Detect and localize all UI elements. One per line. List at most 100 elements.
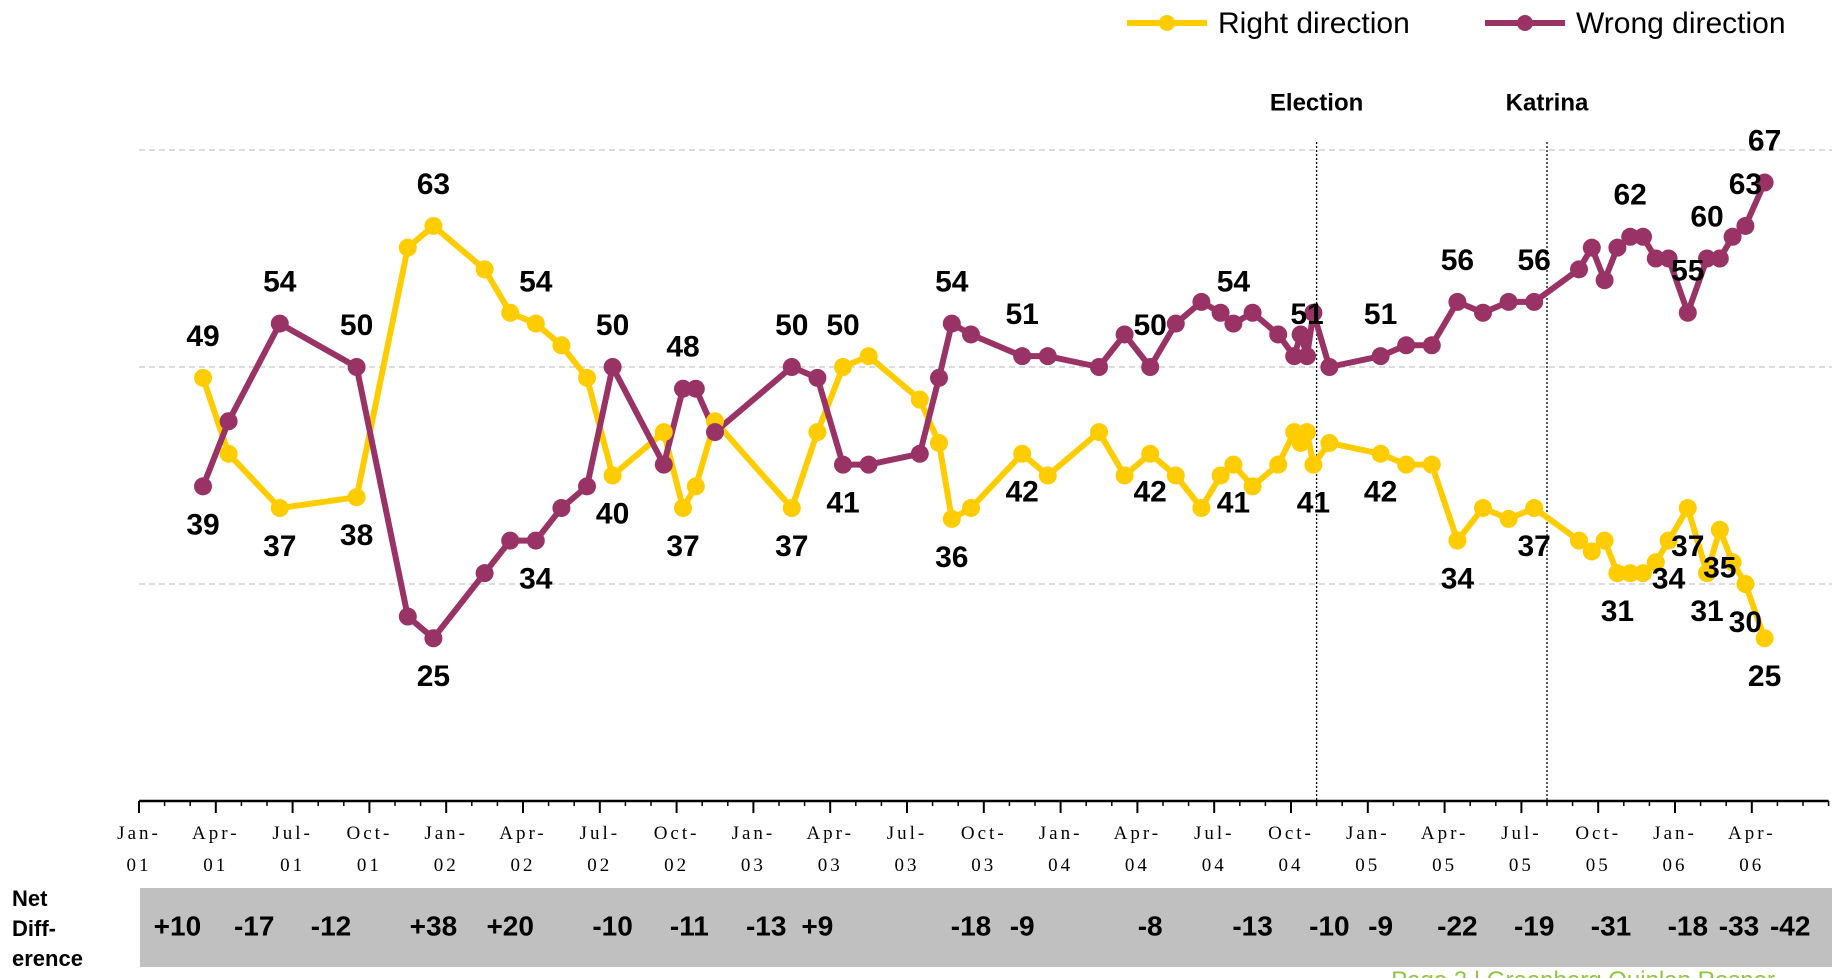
point	[1755, 629, 1774, 648]
point	[398, 238, 417, 257]
point	[398, 607, 417, 626]
point	[1038, 466, 1057, 485]
point	[1621, 564, 1640, 583]
net-value: -42	[1770, 910, 1810, 941]
point	[1371, 347, 1390, 366]
point	[1397, 336, 1416, 355]
net-title: Diff-	[12, 916, 56, 941]
data-label: 51	[1006, 298, 1039, 331]
point	[686, 477, 705, 496]
net-value: -17	[234, 910, 274, 941]
data-label: 49	[186, 320, 219, 353]
point	[1192, 499, 1211, 518]
data-label: 51	[1290, 298, 1323, 331]
point	[1659, 531, 1678, 550]
point	[1595, 531, 1614, 550]
x-tick-label: Jul- 04	[1194, 823, 1235, 876]
point	[1291, 325, 1310, 344]
point	[1422, 455, 1441, 474]
x-tick-label-line: Oct-	[1268, 823, 1314, 844]
point	[1723, 227, 1742, 246]
point	[578, 368, 596, 387]
net-value: -18	[1668, 910, 1708, 941]
point	[834, 455, 852, 474]
data-label: 30	[1729, 606, 1762, 639]
data-label: 50	[340, 309, 373, 342]
point	[1525, 292, 1544, 311]
data-label: 63	[1729, 168, 1762, 201]
point	[1141, 358, 1160, 376]
data-label: 50	[596, 309, 629, 342]
net-value: -9	[1010, 910, 1035, 941]
point	[1646, 553, 1665, 572]
x-tick-label-line: 04	[1048, 855, 1073, 876]
point	[552, 499, 571, 518]
x-tick-label: Apr- 01	[192, 823, 240, 876]
point	[1698, 249, 1716, 268]
point	[910, 390, 929, 409]
point	[1474, 499, 1492, 518]
data-label: 54	[1217, 266, 1251, 299]
data-label: 42	[1134, 476, 1167, 509]
x-tick-label-line: 05	[1586, 855, 1611, 876]
legend-label: Wrong direction	[1576, 7, 1786, 40]
data-label: 42	[1006, 476, 1039, 509]
point	[930, 368, 948, 387]
point	[1090, 358, 1108, 376]
point	[219, 444, 238, 463]
point	[270, 499, 289, 518]
point	[1659, 249, 1678, 268]
x-tick-label-line: 03	[895, 855, 920, 876]
point	[859, 455, 878, 474]
legend-dot	[1159, 15, 1175, 31]
data-label: 38	[340, 519, 373, 552]
data-label: 42	[1364, 476, 1397, 509]
net-title: erence	[12, 946, 83, 971]
net-value: -18	[951, 910, 991, 941]
point	[603, 466, 622, 485]
x-tick-label: Jan- 03	[732, 823, 776, 876]
x-tick-label-line: Jul-	[272, 823, 313, 844]
x-tick-label-line: Apr-	[192, 823, 240, 844]
net-band	[140, 888, 1832, 967]
point	[1304, 455, 1323, 474]
x-tick-label-line: Jul-	[887, 823, 928, 844]
point	[1710, 520, 1729, 539]
data-label: 54	[935, 266, 969, 299]
data-label: 51	[1364, 298, 1397, 331]
point	[674, 379, 692, 398]
point	[1013, 347, 1032, 366]
x-tick-label: Apr- 06	[1728, 823, 1776, 876]
point	[1141, 444, 1160, 463]
data-label: 55	[1671, 255, 1704, 288]
point	[1115, 325, 1134, 344]
point	[1499, 292, 1518, 311]
data-label: 56	[1518, 244, 1551, 277]
point	[808, 368, 827, 387]
legend-dot	[1517, 15, 1533, 31]
x-tick-label: Jan- 04	[1039, 823, 1083, 876]
point	[1371, 444, 1390, 463]
x-tick-label-line: Jul-	[1194, 823, 1235, 844]
net-value: +10	[154, 910, 202, 941]
x-tick-label: Jul- 05	[1501, 823, 1542, 876]
x-tick-label-line: Jan-	[1653, 823, 1697, 844]
point	[1525, 499, 1544, 518]
point	[1320, 433, 1339, 452]
x-tick-label-line: Apr-	[1728, 823, 1776, 844]
point	[1224, 455, 1243, 474]
point	[1582, 238, 1601, 257]
x-tick-label: Jan- 02	[424, 823, 468, 876]
net-value: +38	[410, 910, 458, 941]
point	[1166, 466, 1185, 485]
point	[1582, 542, 1601, 561]
x-tick-label-line: 02	[587, 855, 612, 876]
net-value: -33	[1719, 910, 1759, 941]
x-tick-label-line: Jan-	[732, 823, 776, 844]
data-label: 67	[1748, 124, 1781, 157]
point	[1608, 238, 1627, 257]
data-label: 60	[1690, 200, 1723, 233]
x-tick-label-line: Oct-	[961, 823, 1007, 844]
x-tick-label: Apr- 02	[499, 823, 547, 876]
